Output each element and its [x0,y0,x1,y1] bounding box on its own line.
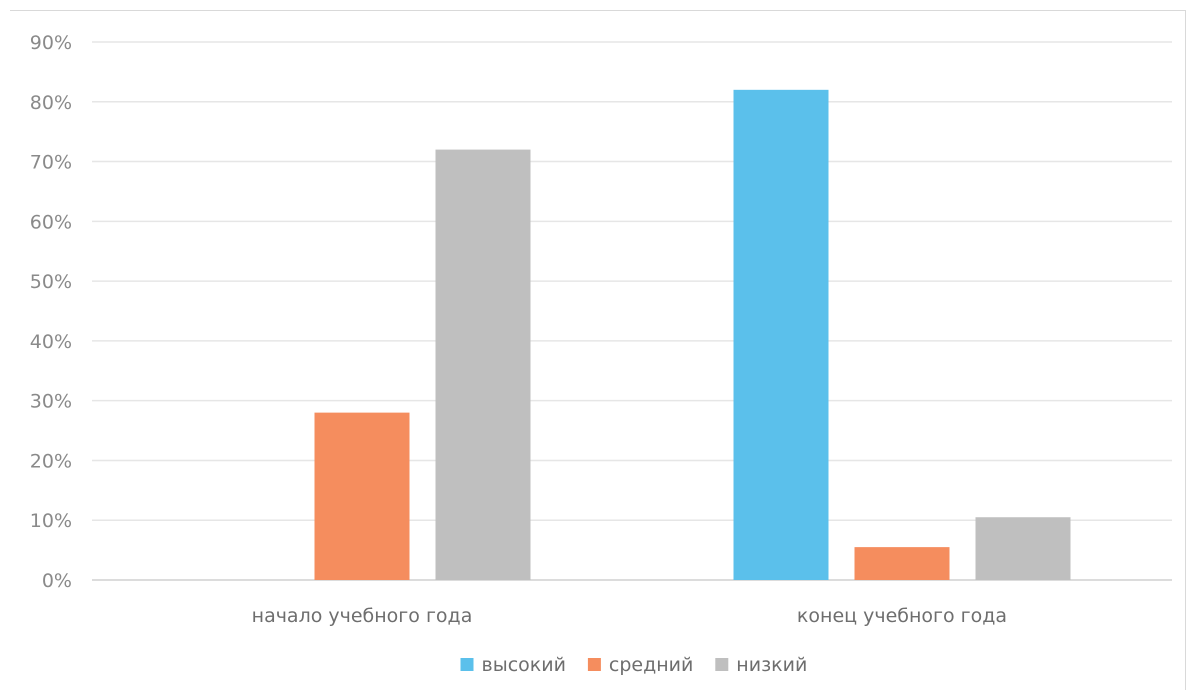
bar [975,517,1071,580]
legend-swatch [715,658,729,671]
y-tick-label: 60% [30,211,72,233]
y-tick-label: 20% [30,450,72,472]
legend-swatch [460,658,474,671]
chart-frame [10,10,1186,690]
bar [314,412,410,580]
legend-label: низкий [736,654,807,676]
y-tick-label: 30% [30,391,72,413]
x-category-label: конец учебного года [797,605,1007,627]
legend-swatch [587,658,601,671]
gridlines [92,41,1172,581]
x-axis-category-labels: начало учебного года конец учебного года [252,605,1007,627]
legend-label: высокий [482,654,566,676]
y-tick-label: 50% [30,271,72,293]
legend: высокий средний низкий [460,654,807,676]
bars [314,89,1071,581]
bar [435,149,531,580]
legend-item: низкий [715,654,807,676]
y-tick-label: 40% [30,331,72,353]
x-category-label: начало учебного года [252,605,473,627]
legend-item: высокий [460,654,566,676]
y-tick-label: 80% [30,92,72,114]
bar [733,89,829,581]
bar [854,547,950,580]
y-tick-label: 90% [30,32,72,54]
y-tick-label: 10% [30,510,72,532]
y-tick-label: 70% [30,152,72,174]
y-axis-tick-labels: 0% 10% 20% 30% 40% 50% 60% 70% 80% 90% [30,32,72,592]
legend-item: средний [587,654,693,676]
legend-label: средний [609,654,693,676]
y-tick-label: 0% [42,570,72,592]
